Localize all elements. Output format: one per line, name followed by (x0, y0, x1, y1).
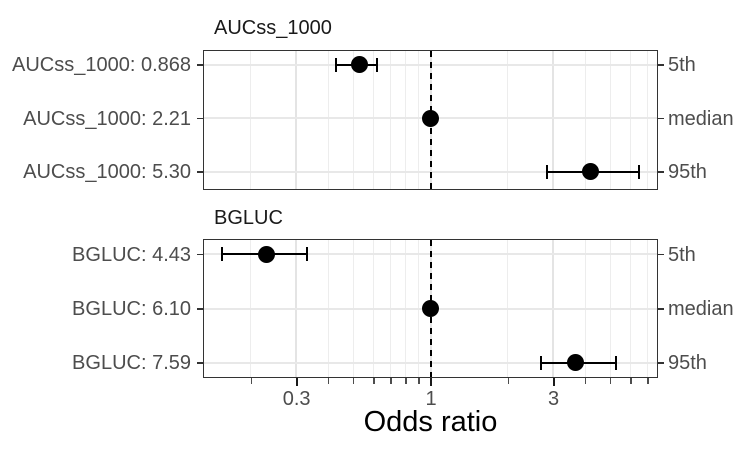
point (422, 109, 439, 127)
right-axis-tick (658, 64, 664, 66)
x-gridline-minor (629, 51, 631, 189)
y-axis-tick (197, 117, 203, 120)
error-bar-cap-left (221, 247, 224, 261)
x-gridline-minor (647, 51, 649, 189)
x-axis-tick-minor (373, 378, 375, 384)
x-axis-tick-minor (647, 378, 649, 384)
x-gridline-minor (584, 51, 586, 189)
facet-title: BGLUC (214, 207, 283, 229)
x-axis-tick-minor (630, 378, 632, 384)
x-axis-tick-minor (507, 378, 510, 384)
y-axis-label: BGLUC: 6.10 (72, 298, 191, 320)
y-axis-label: AUCss_1000: 0.868 (11, 54, 191, 76)
y-axis-label: AUCss_1000: 2.21 (23, 107, 191, 130)
x-gridline-major (295, 51, 298, 189)
y-axis-tick (197, 308, 203, 310)
facet-panel (203, 239, 658, 378)
x-axis-tick-major (295, 378, 298, 386)
right-axis-label: 5th (668, 243, 696, 266)
x-axis-tick-minor (327, 378, 330, 384)
x-gridline-minor (327, 51, 329, 189)
x-gridline-minor (405, 51, 407, 189)
x-axis-title-label: Odds ratio (363, 406, 498, 438)
x-axis-tick-minor (418, 378, 420, 384)
x-axis-tick-minor (390, 378, 392, 384)
right-axis-label: 95th (668, 161, 707, 183)
y-axis-label: BGLUC: 7.59 (72, 352, 191, 374)
error-bar-cap-right (305, 247, 308, 261)
facet-panel (203, 50, 658, 190)
right-axis-label: median (668, 298, 734, 320)
point (582, 163, 600, 180)
error-bar-cap-right (614, 355, 617, 370)
x-axis-tick-label: 0.3 (282, 388, 311, 410)
y-axis-tick (197, 64, 203, 66)
right-axis-label: 5th (668, 54, 696, 76)
point (566, 354, 584, 371)
right-axis-tick (658, 253, 664, 256)
error-bar-cap-left (335, 57, 338, 72)
right-axis-label: median (668, 107, 734, 130)
error-bar-cap-left (540, 355, 543, 370)
x-axis-tick-label: 3 (548, 388, 560, 410)
x-axis-tick-label: 1 (425, 388, 437, 410)
x-axis-tick-minor (405, 378, 407, 384)
point (422, 300, 439, 317)
y-axis-label: AUCss_1000: 5.30 (23, 161, 191, 183)
x-axis-tick-minor (609, 378, 612, 384)
x-gridline-minor (390, 51, 392, 189)
x-axis-tick-minor (352, 378, 355, 384)
error-bar-cap-right (637, 164, 640, 179)
x-gridline-minor (609, 51, 611, 189)
x-gridline-minor (250, 51, 252, 189)
x-gridline-minor (507, 51, 509, 189)
error-bar-cap-left (546, 164, 549, 179)
facet-title: AUCss_1000 (214, 17, 332, 39)
x-axis-tick-minor (584, 378, 587, 384)
x-axis-tick-major (552, 378, 555, 386)
error-bar-cap-right (376, 57, 379, 72)
x-gridline-minor (372, 51, 374, 189)
x-axis-tick-major (430, 378, 432, 386)
point (351, 56, 369, 73)
y-axis-tick (197, 171, 203, 173)
right-axis-tick (658, 308, 664, 310)
right-axis-tick (658, 362, 664, 364)
point (257, 245, 275, 263)
y-axis-tick (197, 253, 203, 256)
x-gridline-minor (352, 51, 354, 189)
x-gridline-major (552, 51, 555, 189)
right-axis-tick (658, 171, 664, 173)
x-axis-tick-minor (250, 378, 253, 384)
y-axis-tick (197, 362, 203, 364)
right-axis-label: 95th (668, 352, 707, 374)
y-axis-label: BGLUC: 4.43 (72, 243, 191, 266)
x-gridline-minor (418, 51, 420, 189)
right-axis-tick (658, 117, 664, 120)
